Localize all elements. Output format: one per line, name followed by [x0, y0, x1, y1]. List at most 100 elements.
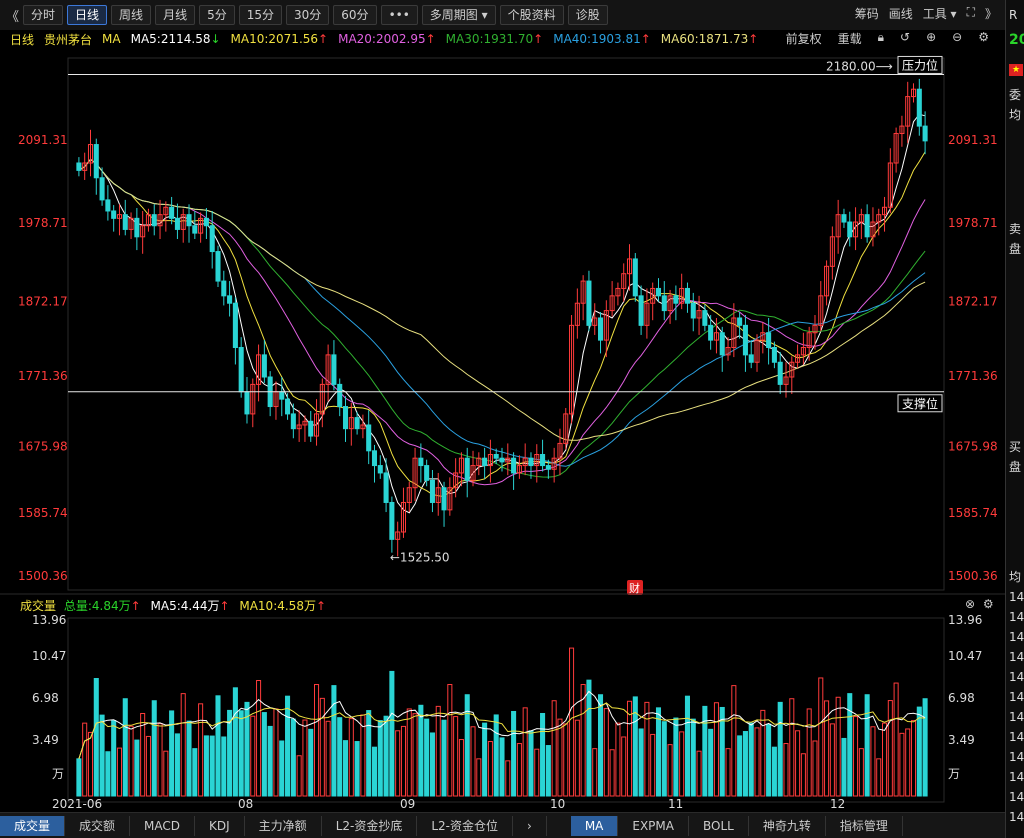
period-button-daily[interactable]: 日线 — [67, 5, 108, 25]
more-periods-button[interactable]: ••• — [380, 5, 418, 25]
candle-up — [621, 273, 627, 289]
volume-bar-up — [882, 722, 888, 797]
candle-up — [557, 442, 563, 459]
candle-up — [348, 417, 354, 430]
volume-bar-down — [702, 705, 708, 797]
zoom-in-icon[interactable]: ⊕ — [926, 30, 937, 44]
candle-down — [285, 398, 291, 415]
candle-down — [586, 280, 592, 326]
volume-bar-up — [435, 705, 441, 797]
period-button-5min[interactable]: 5分 — [199, 5, 235, 25]
volume-bar-down — [203, 735, 209, 797]
volume-bar-up — [516, 743, 522, 797]
volume-bar-up — [835, 696, 841, 797]
settings-gear-icon[interactable]: ⚙ — [978, 30, 989, 44]
chip-distribution-button[interactable]: 筹码 — [854, 7, 879, 21]
volume-bar-up — [557, 718, 563, 797]
volume-bar-up — [592, 748, 598, 797]
volume-bar-up — [650, 733, 656, 797]
volume-bar-up — [447, 684, 453, 797]
volume-bar-up — [314, 684, 320, 797]
candle-down — [279, 391, 285, 400]
price-tick-left: 1771.36 — [18, 369, 68, 383]
tab-l2-position[interactable]: L2-资金仓位 — [417, 815, 513, 836]
candle-up — [725, 346, 731, 356]
period-button-intraday[interactable]: 分时 — [23, 5, 64, 25]
candle-up — [893, 132, 899, 164]
fullscreen-icon[interactable]: ⛶ — [966, 5, 975, 19]
tab-ma[interactable]: MA — [570, 815, 619, 836]
tab-indicator-manage[interactable]: 指标管理 — [826, 815, 903, 836]
finance-badge: 财 — [629, 581, 640, 595]
volume-bar-up — [87, 731, 94, 797]
volume-ma5-text: MA5:4.44万 — [150, 599, 220, 613]
candle-up — [435, 487, 441, 503]
candle-up — [157, 214, 163, 227]
volume-bar-down — [511, 710, 517, 797]
candle-down — [777, 361, 783, 385]
collapse-left-icon[interactable]: 《 — [6, 9, 20, 25]
volume-bar-up — [806, 708, 812, 797]
tab-main-net[interactable]: 主力净额 — [245, 815, 322, 836]
candle-up — [487, 454, 493, 467]
stock-diagnosis-button[interactable]: 诊股 — [567, 5, 608, 25]
side-r-label: R — [1009, 8, 1018, 22]
settings-gear-icon[interactable]: ⚙ — [982, 597, 994, 611]
tab-kdj[interactable]: KDJ — [195, 815, 245, 836]
stock-profile-button[interactable]: 个股资料 — [499, 5, 564, 25]
undo-icon[interactable]: ↺ — [900, 30, 911, 44]
multi-period-dropdown[interactable]: 多周期图 ▾ — [421, 5, 496, 25]
lock-icon[interactable]: 🔒︎ — [877, 30, 885, 44]
volume-title[interactable]: 成交量 — [20, 599, 57, 613]
ma-indicator-label[interactable]: MA — [102, 32, 121, 46]
period-button-30min[interactable]: 30分 — [286, 5, 330, 25]
candle-down — [192, 225, 198, 234]
volume-bar-up — [609, 749, 615, 797]
side-num: 14 — [1009, 730, 1024, 744]
volume-bar-down — [93, 678, 99, 797]
period-button-60min[interactable]: 60分 — [333, 5, 377, 25]
volume-bar-up — [250, 715, 256, 797]
candle-up — [679, 287, 685, 304]
volume-bar-up — [140, 712, 146, 797]
forward-adjust-button[interactable]: 前复权 — [785, 32, 822, 46]
side-label-buy: 买 — [1009, 440, 1022, 454]
candle-down — [482, 457, 488, 467]
tab-volume[interactable]: 成交量 — [0, 815, 66, 836]
zoom-out-icon[interactable]: ⊖ — [952, 30, 963, 44]
tab-magic-nine[interactable]: 神奇九转 — [749, 815, 826, 836]
tabs-scroll-right-icon[interactable]: › — [513, 815, 547, 836]
volume-bar-up — [180, 693, 186, 797]
tab-l2-bottom[interactable]: L2-资金抄底 — [322, 815, 418, 836]
reload-button[interactable]: 重载 — [837, 32, 862, 46]
volume-bar-up — [800, 753, 806, 797]
collapse-right-icon[interactable]: 》 — [984, 7, 997, 21]
volume-tick-right: 万 — [948, 767, 960, 781]
volume-bar-down — [244, 701, 250, 797]
ma30-text: MA30:1931.70 — [445, 32, 534, 46]
up-arrow-icon: ↑ — [748, 32, 759, 46]
volume-bar-down — [290, 718, 296, 797]
up-arrow-icon: ↑ — [315, 599, 327, 613]
tab-expma[interactable]: EXPMA — [618, 815, 689, 836]
period-button-monthly[interactable]: 月线 — [155, 5, 196, 25]
side-num: 14 — [1009, 790, 1024, 804]
volume-bar-up — [476, 758, 482, 797]
candle-down — [922, 125, 928, 142]
ma20-text: MA20:2002.95 — [338, 32, 426, 46]
draw-line-button[interactable]: 画线 — [888, 7, 913, 21]
period-button-15min[interactable]: 15分 — [238, 5, 282, 25]
candle-up — [870, 221, 876, 238]
tab-turnover[interactable]: 成交额 — [65, 815, 131, 836]
candle-up — [754, 339, 760, 363]
tools-dropdown[interactable]: 工具 ▾ — [922, 7, 957, 21]
period-button-weekly[interactable]: 周线 — [111, 5, 152, 25]
ma10-text: MA10:2071.56 — [230, 32, 319, 46]
tab-macd[interactable]: MACD — [130, 815, 196, 836]
up-arrow-icon: ↑ — [130, 599, 141, 613]
candle-down — [661, 295, 667, 312]
candle-down — [377, 465, 383, 474]
tab-boll[interactable]: BOLL — [689, 815, 749, 836]
close-icon[interactable]: ⊗ — [965, 597, 976, 611]
